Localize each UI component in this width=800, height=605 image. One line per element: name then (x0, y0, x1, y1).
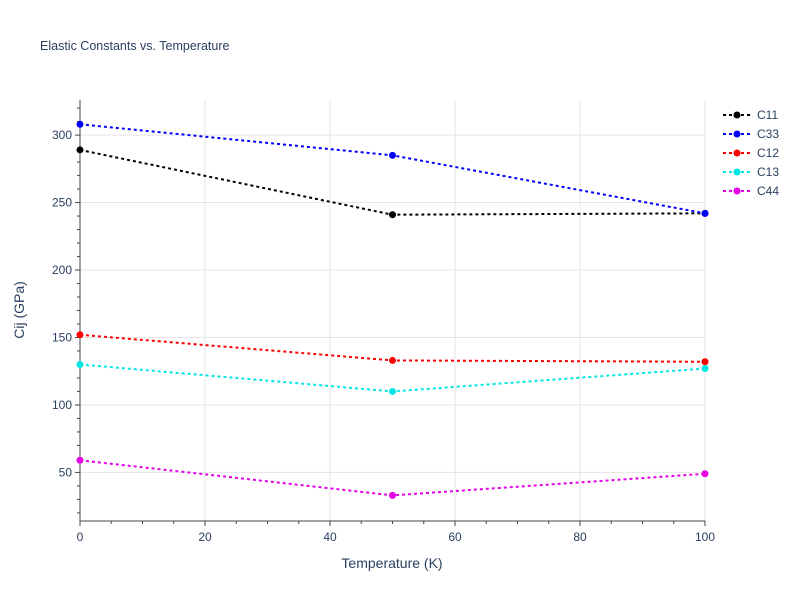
x-tick-label: 100 (695, 530, 715, 544)
legend-item-c13[interactable]: C13 (723, 165, 779, 179)
legend-item-c44[interactable]: C44 (723, 184, 779, 198)
x-tick-label: 40 (323, 530, 337, 544)
data-point-c12[interactable] (76, 331, 84, 339)
data-point-c12[interactable] (701, 358, 709, 366)
legend-label: C33 (757, 127, 779, 141)
data-point-c11[interactable] (76, 146, 84, 154)
data-point-c33[interactable] (389, 151, 396, 159)
data-point-c33[interactable] (76, 120, 84, 128)
axes: 0 20 40 60 80 100 50 100 150 200 250 300 (52, 100, 715, 544)
y-tick-label: 250 (52, 196, 72, 210)
legend-label: C12 (757, 146, 779, 160)
data-point-c44[interactable] (701, 470, 709, 478)
legend-item-c33[interactable]: C33 (723, 127, 779, 141)
y-tick-label: 100 (52, 398, 72, 412)
legend-label: C13 (757, 165, 779, 179)
legend-swatch-marker (733, 130, 741, 138)
data-point-c11[interactable] (389, 211, 396, 219)
legend[interactable]: C11 C33 C12 C13 C44 (723, 108, 779, 198)
legend-label: C44 (757, 184, 779, 198)
series-layer (76, 120, 709, 499)
x-tick-label: 20 (198, 530, 212, 544)
chart-title: Elastic Constants vs. Temperature (40, 39, 229, 53)
data-point-c44[interactable] (76, 456, 84, 464)
y-tick-label: 300 (52, 128, 72, 142)
x-axis-title: Temperature (K) (341, 555, 442, 571)
x-tick-label: 0 (77, 530, 84, 544)
y-axis-title: Cij (GPa) (11, 281, 27, 339)
legend-item-c11[interactable]: C11 (723, 108, 778, 122)
data-point-c33[interactable] (701, 209, 709, 217)
data-point-c44[interactable] (389, 491, 396, 499)
legend-swatch-marker (733, 149, 741, 157)
data-point-c13[interactable] (389, 387, 396, 395)
legend-swatch-marker (733, 187, 741, 195)
data-point-c13[interactable] (76, 360, 84, 368)
y-tick-label: 200 (52, 263, 72, 277)
data-point-c13[interactable] (701, 365, 709, 373)
legend-label: C11 (757, 108, 778, 122)
x-tick-label: 60 (448, 530, 462, 544)
legend-swatch-marker (733, 168, 741, 176)
y-tick-label: 50 (59, 465, 73, 479)
data-point-c12[interactable] (389, 356, 396, 364)
legend-item-c12[interactable]: C12 (723, 146, 779, 160)
legend-swatch-marker (733, 111, 741, 119)
y-tick-label: 150 (52, 330, 72, 344)
x-tick-label: 80 (573, 530, 587, 544)
